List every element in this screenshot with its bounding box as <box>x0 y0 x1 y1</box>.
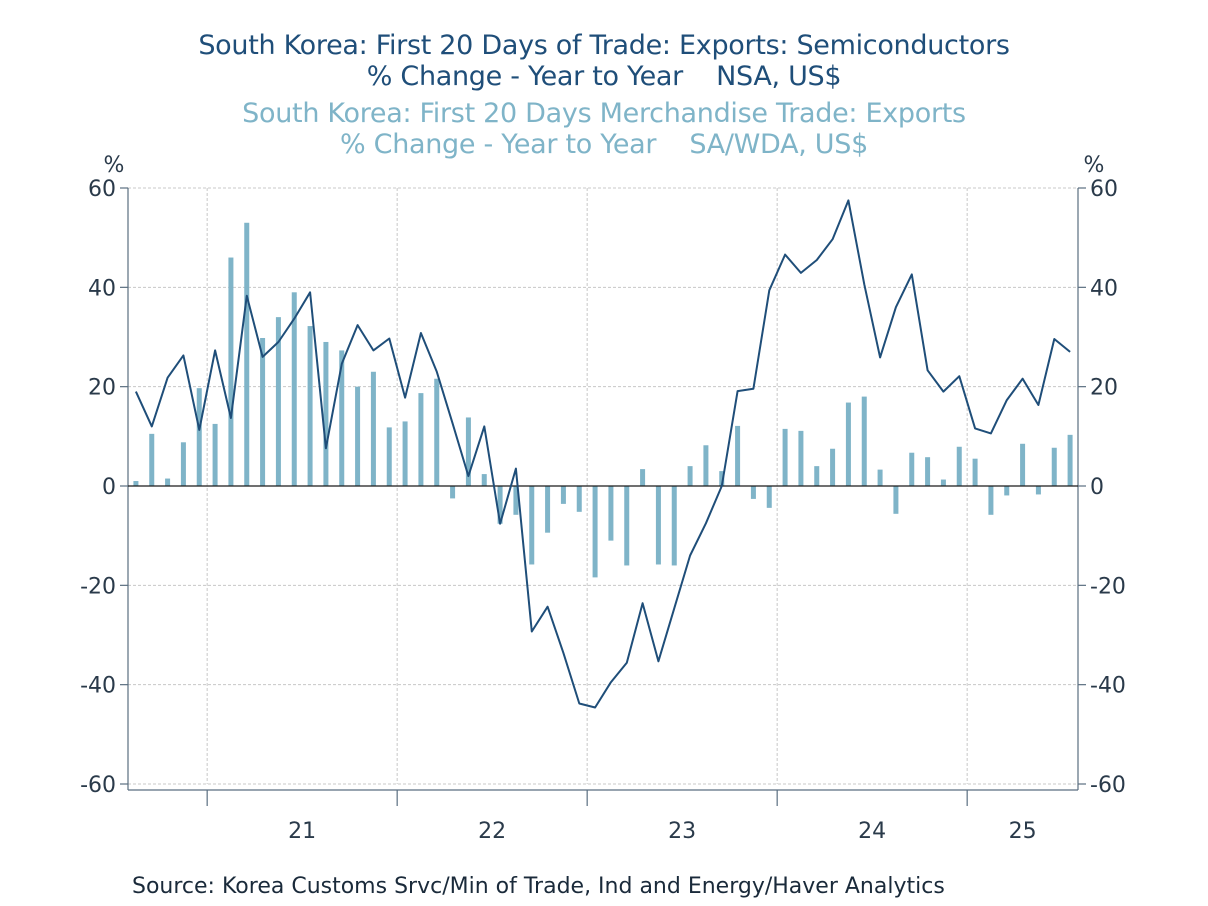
bar <box>719 471 725 486</box>
bar <box>1051 447 1057 486</box>
bar <box>513 486 519 515</box>
left-y-tick-label: -40 <box>80 674 116 699</box>
x-tick-label: 24 <box>858 819 886 844</box>
left-y-tick-label: 20 <box>88 376 116 401</box>
x-tick-label: 25 <box>1009 819 1037 844</box>
bar <box>545 486 551 533</box>
right-unit-label: % <box>1084 153 1105 178</box>
bar <box>766 486 772 508</box>
chart-title-block: South Korea: First 20 Days of Trade: Exp… <box>0 30 1208 160</box>
bar <box>608 486 614 541</box>
x-tick-label: 21 <box>288 819 316 844</box>
bar <box>592 486 598 578</box>
bar <box>640 469 646 486</box>
bar <box>149 433 155 486</box>
x-tick-label: 22 <box>478 819 506 844</box>
bar <box>402 421 408 486</box>
bar <box>339 350 345 486</box>
chart-subtitle-line-1: South Korea: First 20 Days Merchandise T… <box>242 98 966 129</box>
bar <box>180 442 186 486</box>
bar <box>307 326 313 486</box>
bar <box>655 486 661 565</box>
bar <box>450 486 456 499</box>
bar <box>1067 434 1073 486</box>
bar <box>703 445 709 486</box>
left-y-tick-label: 60 <box>88 177 116 202</box>
bar <box>988 486 994 515</box>
bar <box>925 457 931 486</box>
bar <box>260 337 266 486</box>
bar <box>735 425 741 486</box>
bar <box>782 428 788 486</box>
bar <box>481 474 487 486</box>
bar <box>671 486 677 566</box>
right-y-tick-label: -20 <box>1090 574 1126 599</box>
right-y-tick-label: 40 <box>1090 276 1118 301</box>
right-y-tick-label: -60 <box>1090 773 1126 798</box>
bar <box>576 486 582 512</box>
bar <box>355 386 361 486</box>
bar <box>212 423 218 486</box>
source-note: Source: Korea Customs Srvc/Min of Trade,… <box>132 874 945 899</box>
bar <box>370 371 376 486</box>
bar <box>434 378 440 486</box>
bar <box>861 396 867 486</box>
chart-subtitle-line-2: % Change - Year to Year SA/WDA, US$ <box>340 129 868 160</box>
bar <box>687 466 693 486</box>
bar <box>529 486 535 565</box>
left-y-tick-label: 40 <box>88 276 116 301</box>
right-y-tick-label: 0 <box>1090 475 1104 500</box>
left-unit-label: % <box>104 153 125 178</box>
bar <box>830 448 836 486</box>
bar <box>814 466 820 486</box>
semiconductors-line <box>134 199 1071 709</box>
bar <box>1035 486 1041 495</box>
x-tick-label: 23 <box>668 819 696 844</box>
bar <box>291 292 297 486</box>
right-y-tick-label: -40 <box>1090 674 1126 699</box>
bar <box>845 402 851 486</box>
bar <box>624 486 630 566</box>
left-y-tick-label: -20 <box>80 574 116 599</box>
bar <box>893 486 899 514</box>
left-y-tick-label: 0 <box>102 475 116 500</box>
bar <box>750 486 756 499</box>
bar <box>1020 443 1026 486</box>
left-y-tick-label: -60 <box>80 773 116 798</box>
right-y-tick-label: 20 <box>1090 376 1118 401</box>
bar <box>877 469 883 486</box>
bar <box>909 452 915 486</box>
bar <box>275 317 281 486</box>
bar <box>323 341 329 486</box>
chart-title-line-2: % Change - Year to Year NSA, US$ <box>366 61 842 92</box>
bar <box>386 427 392 486</box>
bar <box>228 257 234 486</box>
bar <box>196 388 202 486</box>
bar <box>133 481 139 486</box>
chart-title-line-1: South Korea: First 20 Days of Trade: Exp… <box>198 30 1010 61</box>
bar <box>940 479 946 486</box>
bar <box>1004 486 1010 496</box>
bar <box>165 478 171 486</box>
bar <box>956 446 962 486</box>
bar <box>560 486 566 504</box>
bar <box>418 393 424 486</box>
bar <box>465 417 471 486</box>
right-y-tick-label: 60 <box>1090 177 1118 202</box>
bar <box>972 458 978 486</box>
bar <box>244 222 250 486</box>
bar <box>798 430 804 486</box>
bar <box>497 486 503 524</box>
